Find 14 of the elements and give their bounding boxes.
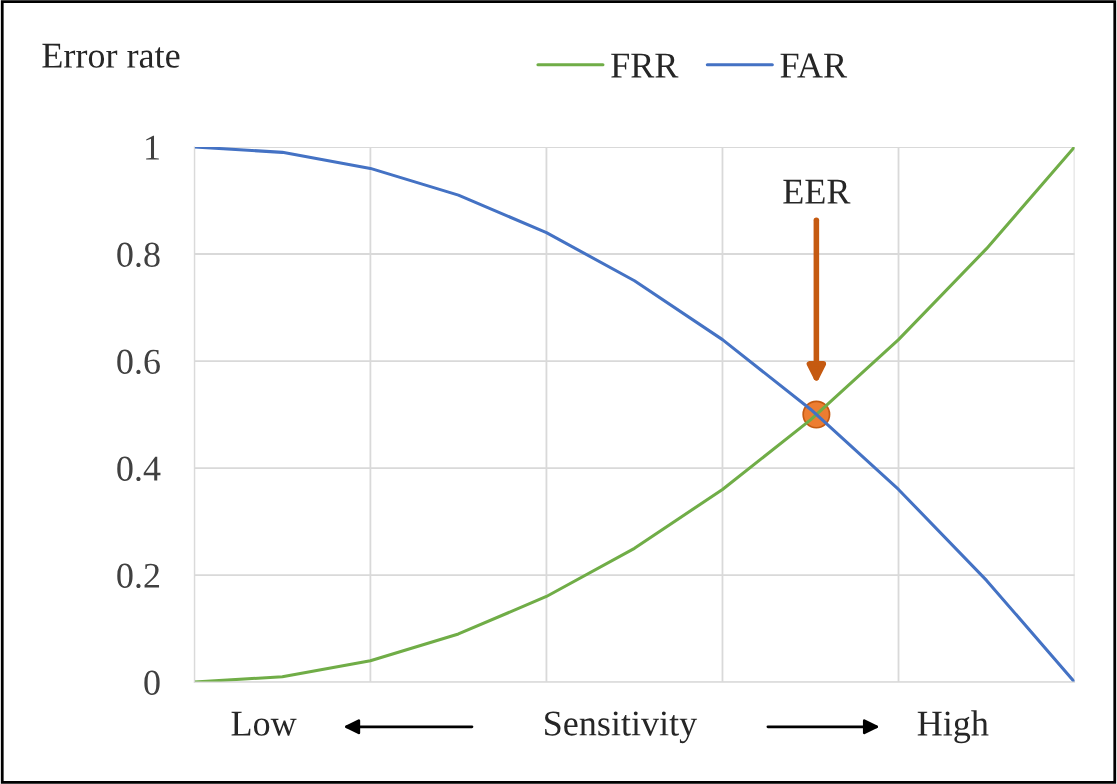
- y-tick-label: 0.4: [117, 456, 161, 482]
- y-tick-label: 0.6: [117, 349, 160, 375]
- y-tick-label: 0.8: [117, 242, 160, 268]
- text: High: [917, 710, 989, 744]
- y-axis-title: Error rate: [42, 43, 180, 68]
- annotation: EER: [783, 179, 851, 204]
- legend-label: FAR: [780, 53, 848, 78]
- x-axis-title: Sensitivity: [545, 711, 698, 744]
- line-series: [194, 147, 1075, 683]
- legend-label: FRR: [611, 53, 679, 78]
- y-tick-label: 1: [146, 135, 159, 160]
- y-tick-label: 0.2: [117, 563, 160, 589]
- y-tick-label: 0: [144, 670, 160, 695]
- text: Low: [231, 711, 297, 736]
